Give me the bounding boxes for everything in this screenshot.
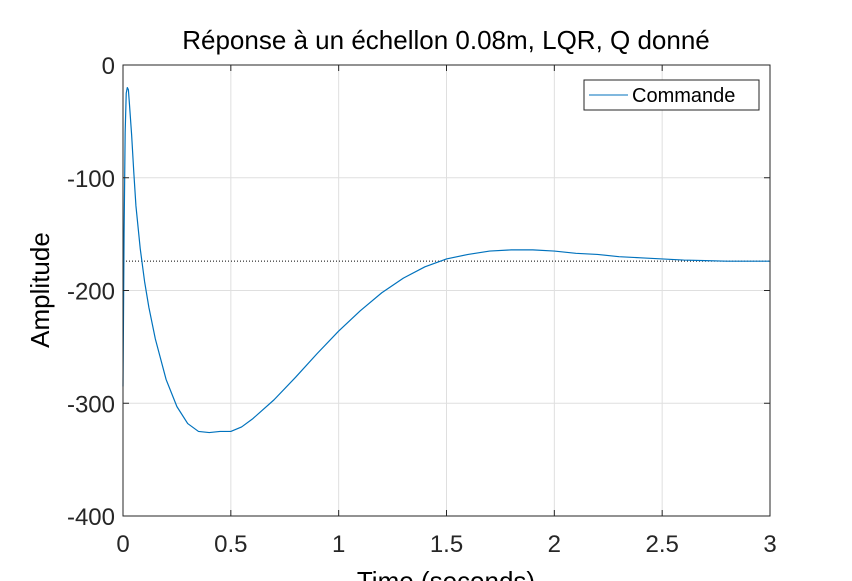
x-ticks: 0 0.5 1 1.5 2 2.5 3 [116, 65, 777, 558]
x-tick-label: 2 [548, 531, 561, 558]
x-axis-label: Time (seconds) [357, 566, 535, 581]
x-tick-label: 2.5 [645, 531, 678, 558]
x-tick-label: 1.5 [430, 531, 463, 558]
legend: Commande [583, 79, 760, 111]
y-tick-label: -400 [67, 504, 115, 531]
y-tick-label: -200 [67, 279, 115, 306]
x-tick-label: 1 [332, 531, 345, 558]
chart-title: Réponse à un échellon 0.08m, LQR, Q donn… [182, 25, 710, 55]
y-tick-label: -100 [67, 166, 115, 193]
y-ticks: 0 -100 -200 -300 -400 [67, 53, 770, 531]
x-tick-label: 0 [116, 531, 129, 558]
x-tick-label: 3 [763, 531, 776, 558]
y-tick-label: 0 [102, 53, 115, 80]
x-tick-label: 0.5 [214, 531, 247, 558]
y-tick-label: -300 [67, 391, 115, 418]
legend-label-commande: Commande [632, 85, 735, 107]
y-axis-label: Amplitude [25, 232, 55, 348]
series-line-commande [122, 86, 771, 434]
series-layer [122, 86, 771, 434]
